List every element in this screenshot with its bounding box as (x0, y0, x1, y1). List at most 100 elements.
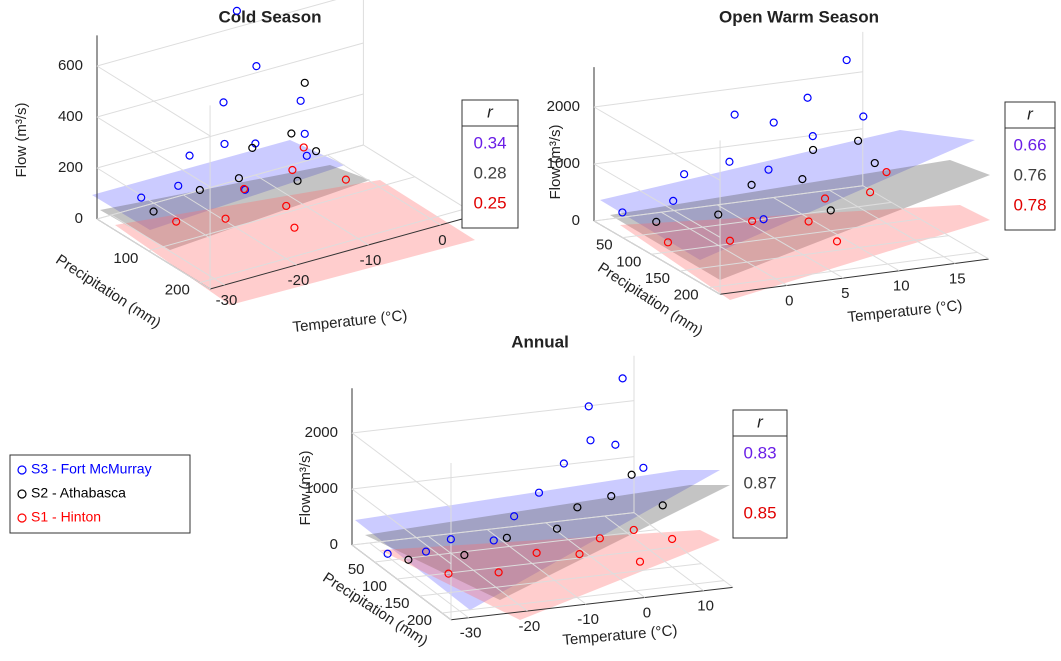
data-point (820, 194, 830, 203)
data-point (607, 492, 616, 501)
data-point (299, 143, 308, 152)
grid-line (593, 163, 721, 238)
r-value: 0.78 (1013, 195, 1046, 214)
data-point (798, 174, 807, 184)
plane (380, 530, 720, 620)
legend-marker (17, 465, 27, 475)
grid-line (419, 563, 702, 597)
box-edge (450, 586, 734, 621)
y-tick-label: 200 (165, 282, 190, 299)
data-point (341, 175, 350, 184)
data-point (618, 374, 627, 383)
plane (355, 470, 720, 610)
data-point (404, 555, 413, 564)
plane (610, 160, 990, 280)
r-header: r (757, 412, 764, 431)
data-point (494, 568, 503, 577)
data-point (586, 436, 595, 445)
data-point (185, 151, 194, 160)
data-point (502, 533, 511, 542)
grid-line (351, 488, 452, 565)
data-point (195, 185, 204, 195)
z-axis-label: Flow (m³/s) (547, 125, 564, 200)
x-axis-label: Temperature (°C) (292, 307, 408, 336)
data-point (859, 112, 868, 121)
data-point (668, 534, 677, 544)
z-tick-label: 1000 (305, 480, 338, 497)
z-tick-label: 0 (572, 212, 580, 229)
x-axis-label: Temperature (°C) (847, 297, 963, 326)
data-point (627, 470, 636, 479)
data-point (618, 208, 627, 217)
r-value: 0.85 (743, 503, 776, 522)
data-point (446, 535, 455, 544)
grid-line (396, 546, 680, 580)
grid-line (148, 176, 415, 252)
grid-line (96, 167, 211, 239)
grid-line (593, 185, 863, 222)
z-axis-label: Flow (m³/s) (297, 451, 314, 526)
grid-line (545, 522, 646, 598)
data-point (220, 139, 229, 149)
x-tick-label: -20 (288, 272, 310, 289)
grid-line (660, 211, 788, 286)
grid-line (708, 251, 978, 289)
data-point (248, 143, 257, 152)
data-point (149, 207, 158, 216)
grid-line (351, 400, 635, 434)
legend-marker (17, 513, 27, 523)
data-point (311, 147, 321, 156)
r-value: 0.34 (473, 133, 506, 152)
z-axis-label: Flow (m³/s) (13, 103, 30, 178)
data-point (239, 184, 249, 194)
data-point (532, 548, 541, 557)
y-tick-label: 100 (113, 250, 138, 267)
fit-planes (92, 130, 990, 620)
chart-title: Open Warm Season (719, 7, 879, 26)
grid-line (351, 512, 635, 546)
data-point (882, 168, 891, 177)
data-point (595, 534, 604, 543)
x-tick-label: -30 (460, 625, 482, 642)
grid-line (96, 65, 211, 137)
data-point (288, 165, 297, 175)
grid-line (604, 515, 704, 592)
z-tick-label: 200 (58, 159, 83, 176)
grid-line (593, 128, 863, 165)
grid-line (486, 529, 587, 605)
data-point (652, 217, 661, 226)
z-tick-label: 0 (330, 536, 338, 553)
data-point (747, 180, 756, 190)
z-tick-label: 2000 (305, 424, 338, 441)
data-point (510, 512, 519, 521)
x-tick-label: 15 (949, 270, 966, 287)
box-edge (862, 185, 990, 260)
data-point (219, 98, 228, 107)
y-tick-label: 50 (348, 561, 365, 578)
y-tick-label: 100 (362, 578, 387, 595)
data-point (680, 170, 689, 179)
data-point (842, 55, 851, 65)
box-edge (363, 144, 477, 216)
grid-line (772, 197, 900, 272)
box-edge (633, 512, 734, 588)
grid-line (96, 0, 337, 67)
data-point (584, 402, 593, 411)
data-point (669, 196, 678, 205)
data-point (573, 503, 582, 512)
data-point (172, 217, 181, 226)
r-value: 0.28 (473, 163, 506, 182)
data-point (232, 6, 241, 15)
x-tick-label: -10 (577, 611, 599, 628)
data-point (854, 136, 863, 145)
data-point (174, 181, 183, 190)
box-edge (719, 258, 989, 295)
y-tick-label: 200 (407, 612, 432, 629)
grid-line (622, 201, 892, 239)
legend-label: S2 - Athabasca (31, 485, 126, 501)
legend-marker (17, 489, 27, 499)
r-value: 0.25 (473, 193, 506, 212)
legend (9, 454, 191, 534)
x-tick-label: -20 (519, 618, 541, 635)
